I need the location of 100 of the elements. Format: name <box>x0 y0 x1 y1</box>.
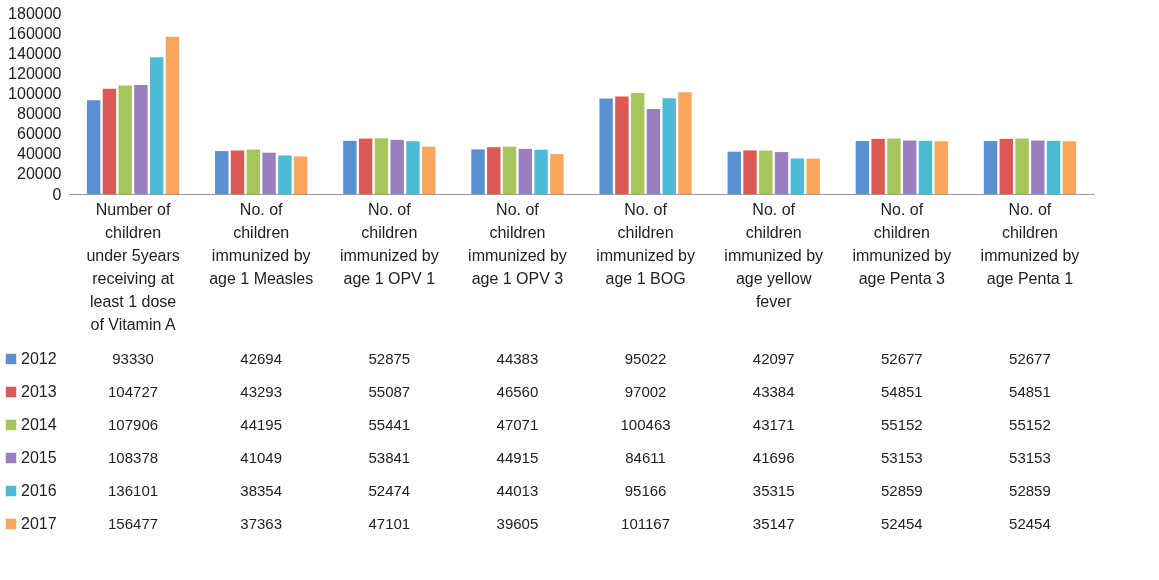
bar <box>358 138 373 194</box>
x-tick-label: No. of children immunized by age 1 BOG <box>596 201 695 287</box>
bar <box>406 141 420 194</box>
data-label: 93330 <box>112 350 154 367</box>
bar <box>343 140 357 194</box>
bar <box>550 154 564 194</box>
bar <box>855 141 870 194</box>
bar <box>471 149 485 194</box>
x-tick-label: Number of children under 5years receiving at least 1 dose of Vitamin A <box>86 201 180 333</box>
data-label: 55441 <box>368 416 411 433</box>
data-label: 52474 <box>368 482 411 499</box>
bar <box>918 140 933 194</box>
data-label: 43384 <box>752 383 795 400</box>
bar <box>293 156 308 194</box>
legend-label: 2014 <box>21 416 57 433</box>
bar <box>759 150 773 194</box>
data-label: 101167 <box>621 515 671 532</box>
data-label: 107906 <box>108 416 159 433</box>
data-label: 52677 <box>1009 350 1051 367</box>
data-label: 47071 <box>496 416 539 433</box>
bar <box>774 152 789 194</box>
bar <box>246 149 260 194</box>
bar <box>502 146 517 194</box>
bar <box>871 138 885 194</box>
bar <box>1031 140 1045 194</box>
data-label: 44383 <box>496 350 539 367</box>
legend-label: 2017 <box>21 515 57 532</box>
data-label: 53841 <box>368 449 411 466</box>
data-label: 41696 <box>752 449 795 466</box>
data-label: 44915 <box>496 449 539 466</box>
y-tick-label: 160000 <box>8 24 62 42</box>
data-label: 53153 <box>1009 449 1051 466</box>
y-tick-label: 60000 <box>17 125 62 143</box>
bar <box>487 147 501 194</box>
data-label: 44013 <box>496 482 539 499</box>
y-tick-label: 100000 <box>8 84 62 102</box>
bar <box>903 140 917 194</box>
bar <box>534 149 548 194</box>
bar <box>262 152 276 194</box>
bar <box>1062 141 1077 194</box>
bar <box>422 146 436 194</box>
data-label: 37363 <box>240 515 283 532</box>
data-label: 55152 <box>880 416 923 433</box>
data-label: 41049 <box>240 449 283 466</box>
bar <box>678 92 692 194</box>
data-label: 52859 <box>880 482 923 499</box>
data-label: 39605 <box>496 515 539 532</box>
bar <box>630 92 645 194</box>
data-label: 100463 <box>620 416 671 433</box>
y-tick-label: 0 <box>52 185 62 203</box>
data-label: 55152 <box>1009 416 1051 433</box>
bar <box>230 150 245 194</box>
data-label: 42097 <box>752 350 795 367</box>
bar <box>165 36 180 194</box>
x-tick-label: No. of children immunized by age 1 OPV 3 <box>468 201 567 287</box>
bar <box>1046 140 1061 194</box>
legend-label: 2012 <box>21 350 57 367</box>
data-label: 44195 <box>240 416 283 433</box>
data-label: 95022 <box>624 350 667 367</box>
bar <box>743 150 757 194</box>
bar <box>646 108 661 194</box>
bar <box>102 88 117 194</box>
legend-label: 2015 <box>21 449 57 466</box>
y-tick-label: 20000 <box>17 165 62 183</box>
y-tick-label: 180000 <box>8 4 62 22</box>
bar <box>118 85 132 194</box>
data-label: 47101 <box>368 515 411 532</box>
data-label: 55087 <box>368 383 411 400</box>
y-tick-label: 140000 <box>8 44 62 62</box>
bar <box>134 85 148 194</box>
bar <box>215 151 229 194</box>
y-tick-label: 40000 <box>17 145 62 163</box>
data-label: 104727 <box>108 383 159 400</box>
data-label: 97002 <box>624 383 667 400</box>
data-label: 43293 <box>240 383 283 400</box>
x-tick-label: No. of children immunized by age 1 OPV 1 <box>339 201 439 287</box>
bar <box>662 98 676 194</box>
data-label: 156477 <box>108 515 159 532</box>
bar <box>999 138 1013 194</box>
x-tick-label: No. of children immunized by age Penta 3 <box>852 201 952 287</box>
bar <box>727 151 741 194</box>
bar <box>934 141 948 194</box>
bar <box>374 138 389 194</box>
bar <box>615 96 629 194</box>
bar <box>599 98 613 194</box>
data-label: 108378 <box>108 449 159 466</box>
y-tick-label: 120000 <box>8 64 62 82</box>
legend-label: 2013 <box>21 383 57 400</box>
bar <box>150 57 164 194</box>
y-tick-label: 80000 <box>17 105 62 123</box>
data-label: 43171 <box>752 416 795 433</box>
data-label: 52875 <box>368 350 411 367</box>
bar <box>887 138 901 194</box>
data-label: 136101 <box>108 482 159 499</box>
data-label: 35147 <box>752 515 795 532</box>
data-label: 42694 <box>240 350 283 367</box>
data-label: 52859 <box>1009 482 1051 499</box>
data-label: 53153 <box>880 449 923 466</box>
x-tick-label: No. of children immunized by age 1 Measles <box>209 201 314 287</box>
data-label: 52677 <box>880 350 923 367</box>
